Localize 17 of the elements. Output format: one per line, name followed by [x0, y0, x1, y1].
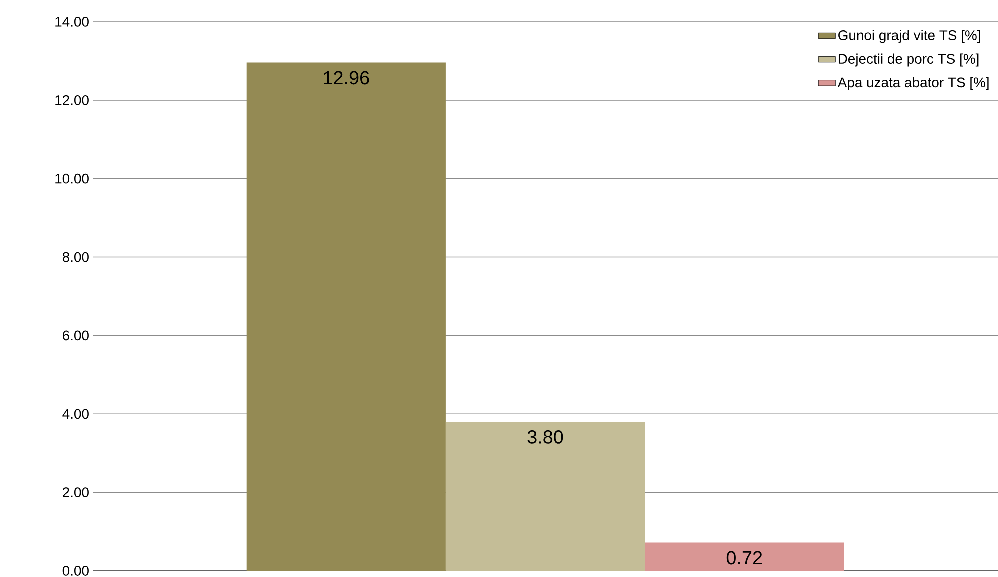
bar [246, 62, 446, 571]
y-tick-label: 6.00 [63, 330, 89, 341]
bar [645, 542, 844, 571]
data-label: 3.80 [528, 430, 564, 444]
data-label: 0.72 [726, 551, 762, 565]
y-tick-label: 14.00 [56, 17, 89, 27]
y-tick-label: 10.00 [56, 174, 89, 184]
y-tick-label: 12.00 [56, 95, 89, 106]
legend-label: Apa uzata abator TS [%] [838, 77, 989, 90]
data-label: 12.96 [324, 71, 370, 85]
legend-label: Dejectii de porc TS [%] [838, 54, 979, 67]
bar [446, 422, 646, 571]
legend-label: Gunoi grajd vite TS [%] [838, 30, 980, 44]
y-tick-label: 2.00 [63, 488, 89, 498]
y-tick-label: 8.00 [62, 252, 89, 262]
y-tick-label: 4.00 [62, 409, 89, 420]
y-tick-label: 0.00 [62, 566, 89, 576]
